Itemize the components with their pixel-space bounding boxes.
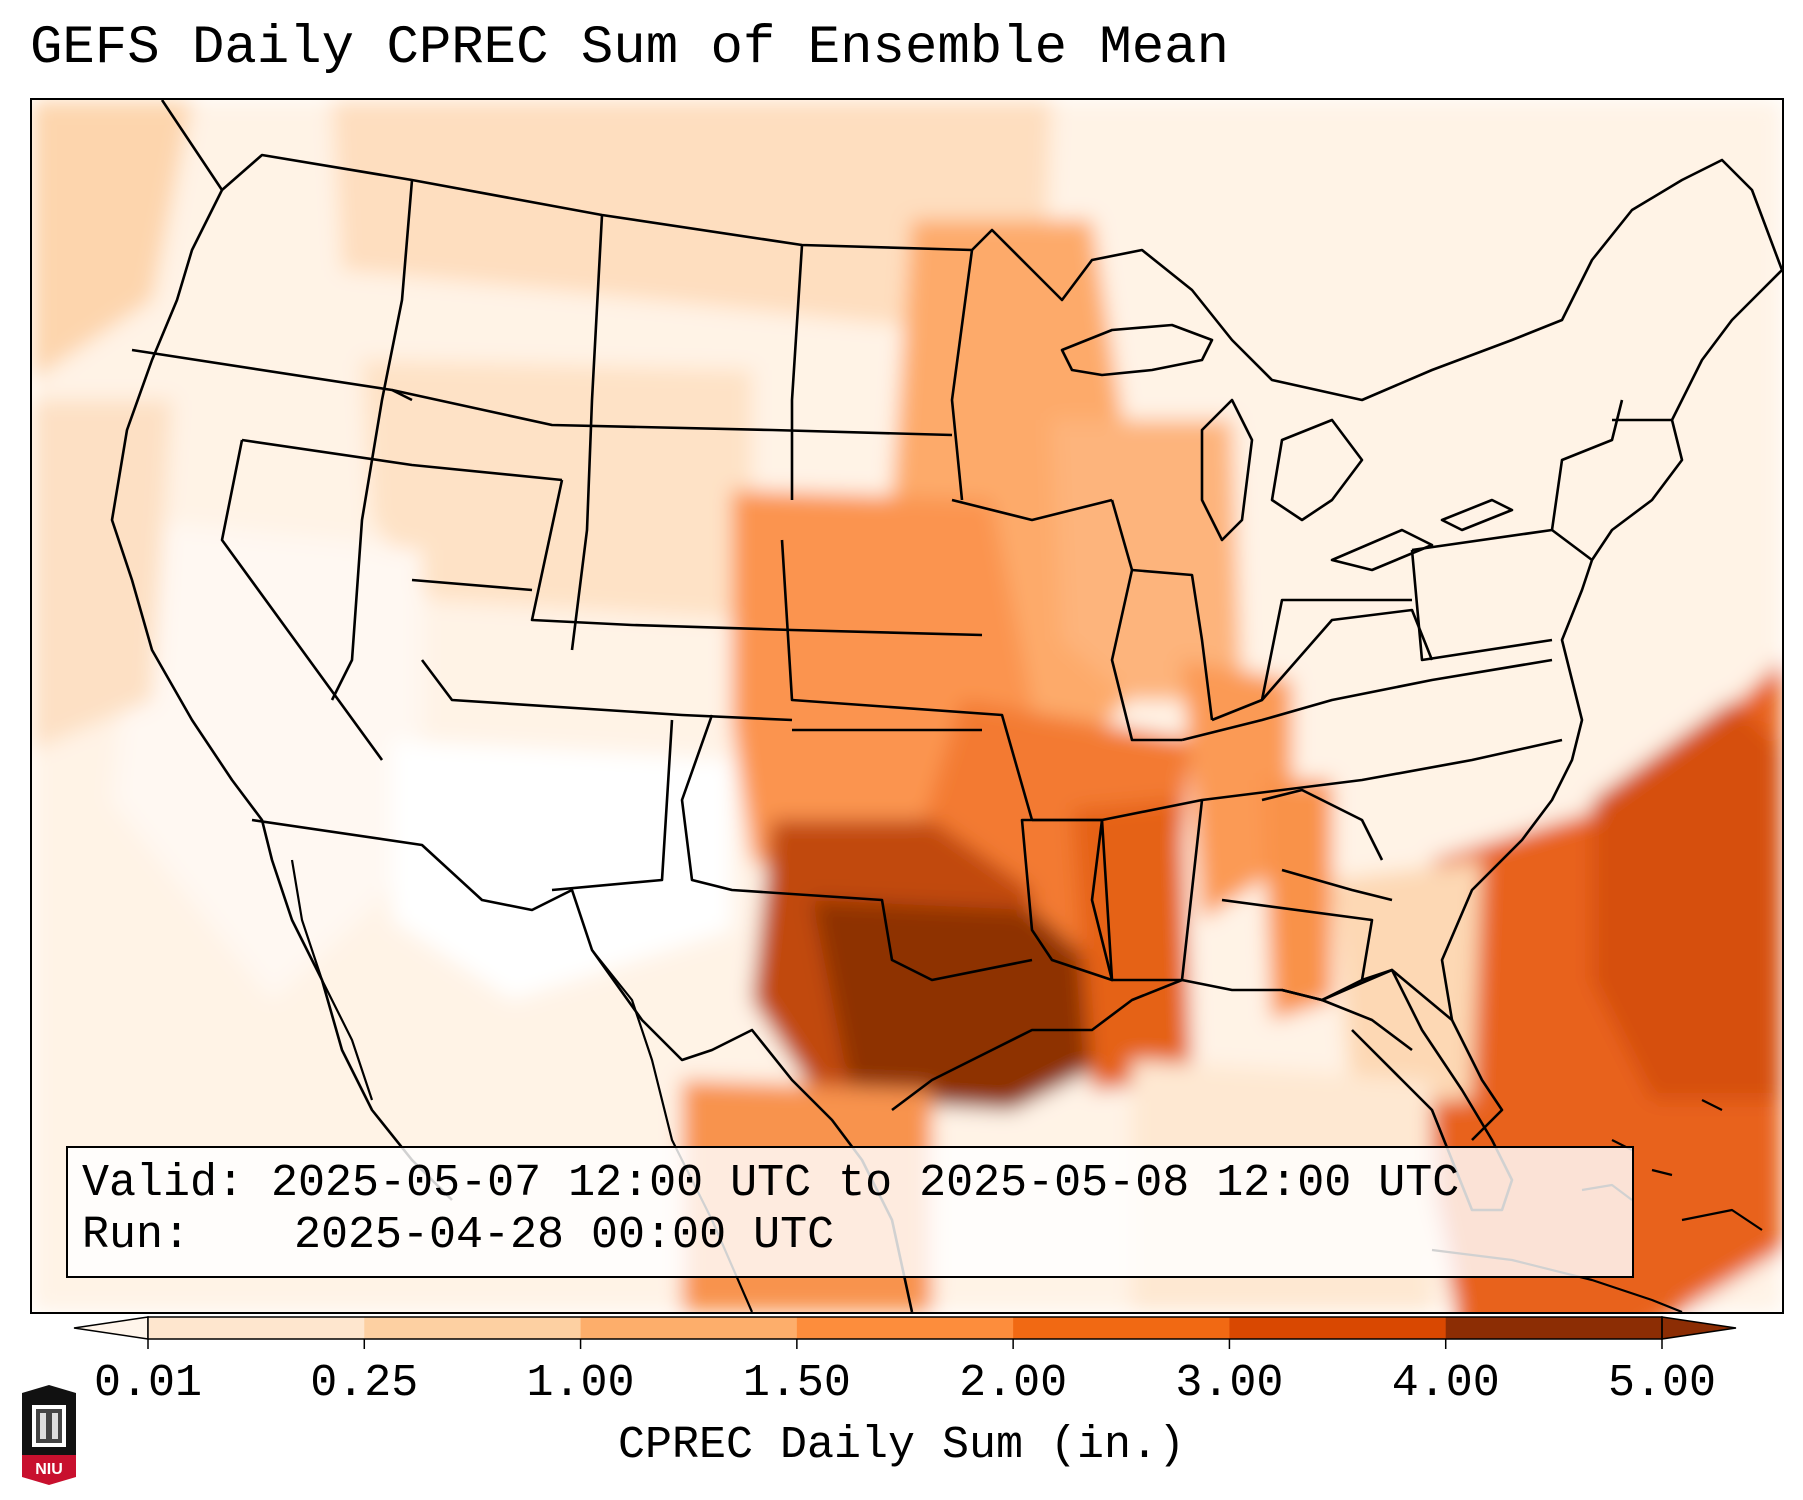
- colorbar-extend-max: [1661, 1316, 1737, 1340]
- colorbar: [73, 1316, 1737, 1349]
- run-time: 2025-04-28 00:00 UTC: [294, 1210, 835, 1261]
- valid-label: Valid:: [82, 1158, 245, 1209]
- colorbar-tick-label: 0.25: [310, 1358, 419, 1409]
- map-canvas: [32, 100, 1782, 1312]
- colorbar-segment: [1013, 1317, 1230, 1339]
- colorbar-tick-label: 4.00: [1391, 1358, 1500, 1409]
- colorbar-tick-label: 5.00: [1607, 1358, 1717, 1409]
- state-boundaries: [110, 100, 1782, 1312]
- colorbar-ticks: [147, 1339, 1663, 1349]
- colorbar-outline: [147, 1316, 1663, 1340]
- colorbar-segments: [73, 1316, 1737, 1340]
- colorbar-tick-label: 3.00: [1175, 1358, 1284, 1409]
- valid-line: Valid: 2025-05-07 12:00 UTC to 2025-05-0…: [82, 1158, 1459, 1209]
- run-label: Run:: [82, 1210, 191, 1261]
- colorbar-tick-label: 0.01: [93, 1358, 203, 1409]
- colorbar-segment: [580, 1317, 798, 1339]
- colorbar-tick-label: 1.00: [526, 1358, 635, 1409]
- precip-field: [32, 100, 1782, 1312]
- colorbar-segment: [148, 1317, 365, 1339]
- colorbar-segment: [1445, 1317, 1663, 1339]
- colorbar-tick-label: 1.50: [742, 1358, 851, 1409]
- colorbar-tick-label: 2.00: [959, 1358, 1068, 1409]
- precipitation-map: [30, 98, 1784, 1314]
- colorbar-segment: [364, 1317, 582, 1339]
- map-title: GEFS Daily CPREC Sum of Ensemble Mean: [30, 18, 1229, 79]
- colorbar-extend-min: [73, 1316, 149, 1340]
- valid-range: 2025-05-07 12:00 UTC to 2025-05-08 12:00…: [271, 1158, 1460, 1209]
- colorbar-segment: [1229, 1317, 1447, 1339]
- run-line: Run: 2025-04-28 00:00 UTC: [82, 1210, 834, 1261]
- colorbar-label: CPREC Daily Sum (in.): [617, 1420, 1186, 1471]
- info-panel: Valid: 2025-05-07 12:00 UTC to 2025-05-0…: [66, 1146, 1634, 1278]
- colorbar-segment: [796, 1317, 1014, 1339]
- niu-logo: NIU: [22, 1385, 76, 1485]
- logo-text: NIU: [35, 1461, 63, 1478]
